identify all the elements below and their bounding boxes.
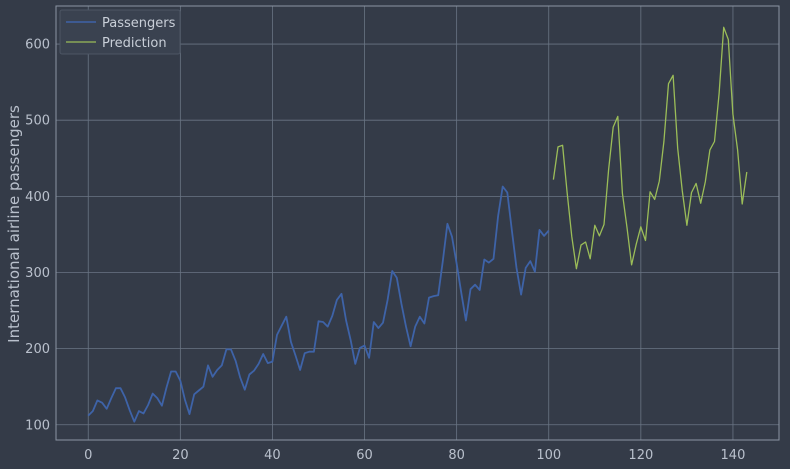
tick-labels: 0 20 40 60 80 100 120 140 100 200 300 400 500 600 <box>25 38 745 463</box>
plot-frame <box>55 5 780 441</box>
gridlines <box>56 6 779 440</box>
x-tick-label-40: 40 <box>264 448 281 463</box>
legend-label-prediction: Prediction <box>102 36 167 51</box>
y-tick-label-600: 600 <box>25 38 50 53</box>
series-line-passengers <box>87 185 550 423</box>
x-tick-label-140: 140 <box>721 448 746 463</box>
x-tick-label-0: 0 <box>84 448 92 463</box>
series-line-prediction <box>552 26 748 270</box>
legend-box <box>59 9 181 55</box>
plot-series <box>87 26 748 423</box>
legend: Passengers Prediction <box>59 9 181 55</box>
x-tick-label-120: 120 <box>628 448 653 463</box>
y-tick-label-100: 100 <box>25 418 50 433</box>
y-tick-label-300: 300 <box>25 266 50 281</box>
y-axis-label: International airline passengers <box>5 105 23 343</box>
y-tick-label-500: 500 <box>25 114 50 129</box>
x-tick-label-60: 60 <box>356 448 373 463</box>
x-tick-label-100: 100 <box>536 448 561 463</box>
legend-label-passengers: Passengers <box>102 16 176 31</box>
y-tick-label-200: 200 <box>25 342 50 357</box>
y-tick-label-400: 400 <box>25 190 50 205</box>
x-tick-label-20: 20 <box>172 448 189 463</box>
x-tick-label-80: 80 <box>448 448 465 463</box>
